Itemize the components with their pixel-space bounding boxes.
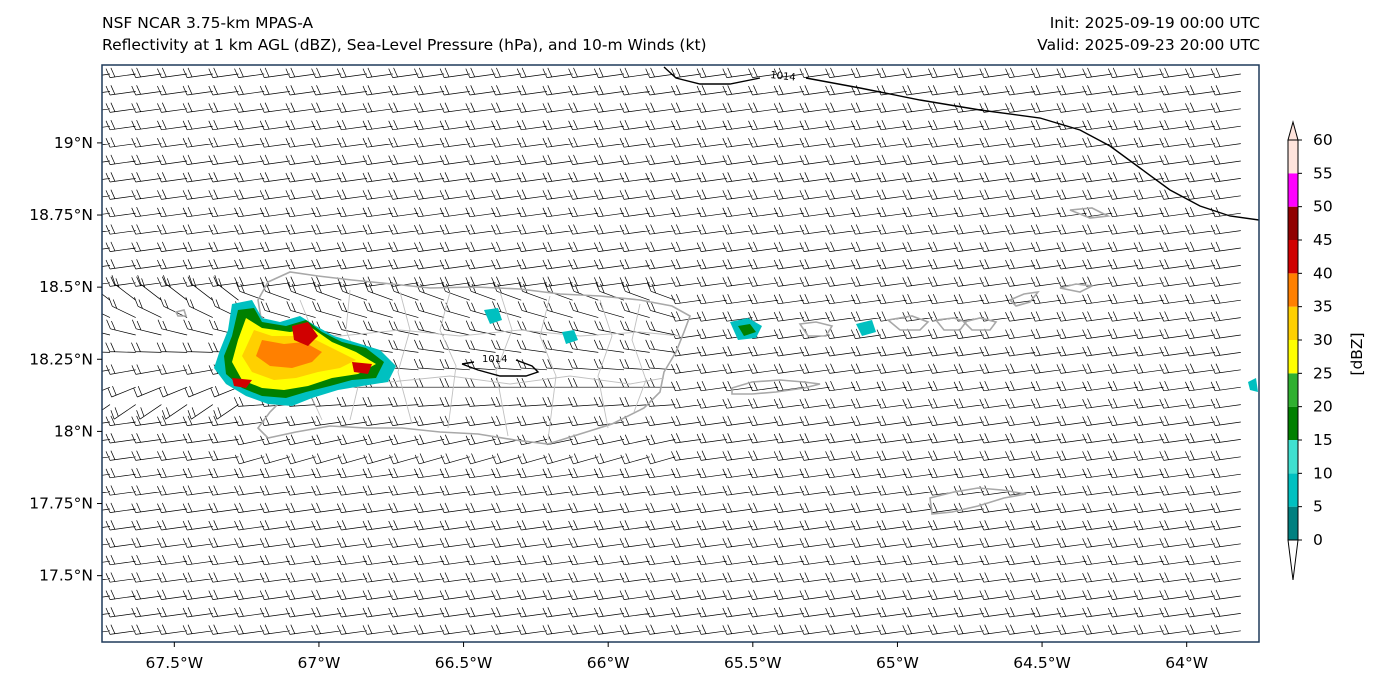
lon-tick-label: 64°W <box>1165 654 1208 672</box>
coastline-anegada <box>1059 283 1095 293</box>
colorbar-tick-label: 25 <box>1313 364 1333 382</box>
lon-tick-label: 65.5°W <box>724 654 782 672</box>
map-content: 1014 1014 <box>102 66 1259 635</box>
valid-time: Valid: 2025-09-23 20:00 UTC <box>1037 36 1260 54</box>
lon-tick-label: 66°W <box>587 654 630 672</box>
lat-tick-label: 18°N <box>54 422 93 440</box>
coastline-sombrero <box>1069 207 1111 219</box>
coastline-vieques <box>731 379 821 395</box>
coastline-tortola <box>962 317 998 331</box>
reflectivity-cell <box>738 324 756 336</box>
lon-tick-label: 66.5°W <box>435 654 493 672</box>
colorbar-over-extension <box>1287 120 1299 141</box>
lon-tick-label: 65°W <box>876 654 919 672</box>
colorbar-segment <box>1288 506 1298 540</box>
colorbar-under-extension <box>1287 539 1299 581</box>
reflectivity-cell <box>352 362 372 374</box>
colorbar-tick-label: 45 <box>1313 231 1333 249</box>
lat-tick-label: 18.25°N <box>29 350 93 368</box>
reflectivity-cell <box>292 322 318 346</box>
lat-tick-label: 19°N <box>54 134 93 152</box>
colorbar-segment <box>1288 440 1298 474</box>
fields-title: Reflectivity at 1 km AGL (dBZ), Sea-Leve… <box>102 36 707 54</box>
lon-tick-label: 67°W <box>298 654 341 672</box>
reflectivity-cell <box>232 378 252 388</box>
colorbar-segment <box>1288 140 1298 174</box>
lat-tick-label: 17.75°N <box>29 495 93 513</box>
colorbar-tick-label: 0 <box>1313 531 1323 549</box>
pressure-contour-island <box>461 359 540 377</box>
pressure-contour-north <box>663 66 1259 221</box>
colorbar-segment <box>1288 340 1298 374</box>
colorbar-segment <box>1288 306 1298 340</box>
init-time: Init: 2025-09-19 00:00 UTC <box>1049 14 1260 32</box>
colorbar-tick-label: 20 <box>1313 398 1333 416</box>
title-left: NSF NCAR 3.75-km MPAS-A Reflectivity at … <box>102 12 707 56</box>
colorbar-segment <box>1288 173 1298 207</box>
coastline-mona <box>174 309 188 317</box>
title-right: Init: 2025-09-19 00:00 UTC Valid: 2025-0… <box>1037 12 1260 56</box>
colorbar-segment <box>1288 373 1298 407</box>
pressure-contours <box>461 66 1259 377</box>
pressure-contour-label: 1014 <box>482 354 507 365</box>
coastline-virgin-gorda <box>1008 290 1040 307</box>
colorbar-tick-label: 30 <box>1313 331 1333 349</box>
colorbar-unit-label: [dBZ] <box>1348 332 1366 375</box>
colorbar-segment <box>1288 406 1298 440</box>
colorbar-tick-label: 15 <box>1313 431 1333 449</box>
reflectivity-cell <box>562 330 578 344</box>
colorbar-tick-label: 10 <box>1313 464 1333 482</box>
colorbar-tick-label: 35 <box>1313 298 1333 316</box>
reflectivity-cell <box>856 320 876 336</box>
map-frame <box>101 64 1260 643</box>
colorbar-segment <box>1288 273 1298 307</box>
colorbar-tick-label: 40 <box>1313 264 1333 282</box>
coastline-st-croix <box>929 487 1027 515</box>
lat-tick-label: 17.5°N <box>39 567 93 585</box>
colorbar-tick-label: 50 <box>1313 198 1333 216</box>
axis-ticks: 67.5°W 67°W 66.5°W 66°W 65.5°W 65°W 64.5°W 64°W… <box>29 134 1208 672</box>
model-title: NSF NCAR 3.75-km MPAS-A <box>102 14 314 32</box>
colorbar-tick-label: 5 <box>1313 498 1323 516</box>
coastline-st-thomas <box>886 315 930 331</box>
colorbar-segment <box>1288 473 1298 507</box>
colorbar-segment <box>1288 240 1298 274</box>
lat-tick-label: 18.5°N <box>39 278 93 296</box>
coastline-st-john <box>934 317 968 331</box>
wind-barb-field <box>102 67 1241 635</box>
lat-tick-label: 18.75°N <box>29 206 93 224</box>
colorbar-segment <box>1288 206 1298 240</box>
lon-tick-label: 64.5°W <box>1013 654 1071 672</box>
reflectivity <box>214 300 1258 406</box>
pressure-contour-label: 1014 <box>770 70 796 84</box>
lon-tick-label: 67.5°W <box>146 654 204 672</box>
reflectivity-cell <box>1248 378 1258 392</box>
reflectivity-cell <box>484 308 502 324</box>
colorbar-tick-label: 55 <box>1313 164 1333 182</box>
coastline-culebra <box>798 321 834 337</box>
colorbar-tick-label: 60 <box>1313 131 1333 149</box>
colorbar: 0 5 10 15 20 25 30 35 40 45 50 55 60 <box>1287 120 1333 581</box>
wind-barbs <box>102 67 1241 635</box>
reflectivity-cell <box>256 340 322 368</box>
